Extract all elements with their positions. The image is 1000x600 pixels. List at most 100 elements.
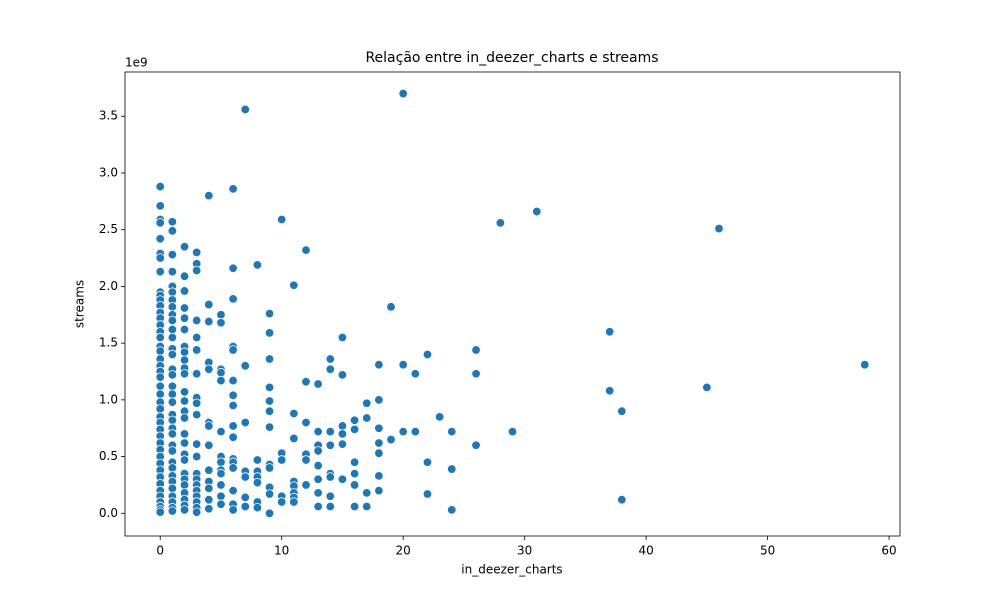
point [289, 280, 299, 290]
point [374, 471, 384, 481]
point [447, 464, 457, 474]
x-tick-label: 20 [396, 544, 411, 558]
point [179, 369, 190, 379]
point [604, 386, 615, 396]
point [155, 404, 165, 414]
point [325, 354, 335, 364]
point [191, 247, 202, 258]
point [374, 395, 384, 405]
point [252, 260, 263, 270]
point [714, 223, 724, 234]
x-tick-label: 0 [156, 544, 164, 558]
point [277, 455, 287, 465]
point [167, 463, 178, 473]
point [228, 421, 238, 431]
point [374, 448, 384, 458]
point [386, 434, 396, 445]
point [386, 302, 396, 312]
point [228, 485, 238, 496]
point [264, 308, 275, 319]
point [252, 502, 263, 513]
point [155, 218, 165, 228]
x-tick-label: 60 [881, 544, 896, 558]
point [337, 370, 348, 380]
point [325, 364, 335, 374]
point [422, 349, 433, 360]
point [277, 214, 287, 225]
point [179, 271, 190, 281]
point [167, 397, 178, 407]
point [216, 468, 226, 479]
point [155, 234, 165, 244]
point [179, 455, 190, 465]
point [167, 483, 178, 494]
point [155, 201, 165, 211]
point [349, 501, 360, 512]
point [349, 457, 360, 467]
point [264, 396, 275, 406]
point [155, 266, 165, 277]
point [264, 508, 275, 519]
point [179, 429, 190, 439]
point [313, 460, 323, 471]
point [179, 480, 190, 490]
x-tick-label: 50 [760, 544, 775, 558]
x-axis-label: in_deezer_charts [461, 563, 562, 577]
x-tick-label: 10 [274, 544, 289, 558]
point [204, 316, 214, 327]
plot-frame [124, 71, 901, 537]
point [179, 286, 190, 296]
y-tick-label: 3.0 [99, 165, 118, 179]
y-offset-label: 1e9 [125, 56, 148, 70]
y-tick-label: 2.0 [99, 279, 118, 293]
point [179, 355, 190, 365]
x-tick-label: 30 [517, 544, 532, 558]
point [301, 417, 311, 428]
point [155, 332, 165, 343]
point [398, 359, 408, 370]
point [216, 318, 226, 328]
point [325, 440, 335, 450]
point [155, 507, 165, 517]
point [216, 310, 226, 320]
point [155, 372, 165, 382]
point [264, 463, 275, 473]
point [264, 354, 275, 364]
point [349, 468, 360, 479]
point [337, 429, 348, 439]
point [349, 415, 360, 425]
point [434, 412, 445, 422]
point [167, 370, 178, 380]
point [471, 369, 481, 379]
point [374, 423, 384, 433]
point [167, 332, 178, 343]
point [532, 206, 542, 217]
point [325, 472, 335, 482]
point [301, 455, 311, 465]
point [216, 457, 226, 467]
point [155, 389, 165, 399]
point [337, 474, 348, 484]
y-tick-label: 0.0 [99, 506, 118, 520]
point [155, 181, 165, 192]
point [410, 369, 421, 379]
point [179, 438, 190, 448]
point [216, 426, 226, 437]
point [167, 381, 178, 391]
y-tick-label: 0.5 [99, 449, 118, 463]
point [860, 359, 870, 370]
point [167, 506, 178, 516]
point [216, 491, 226, 501]
point [337, 439, 348, 449]
point [240, 501, 250, 512]
point [422, 457, 433, 467]
point [349, 424, 360, 435]
point [216, 375, 226, 386]
point [289, 497, 299, 507]
point [191, 507, 202, 517]
point [179, 413, 190, 423]
point [228, 345, 238, 355]
point [191, 332, 202, 343]
point [191, 451, 202, 462]
